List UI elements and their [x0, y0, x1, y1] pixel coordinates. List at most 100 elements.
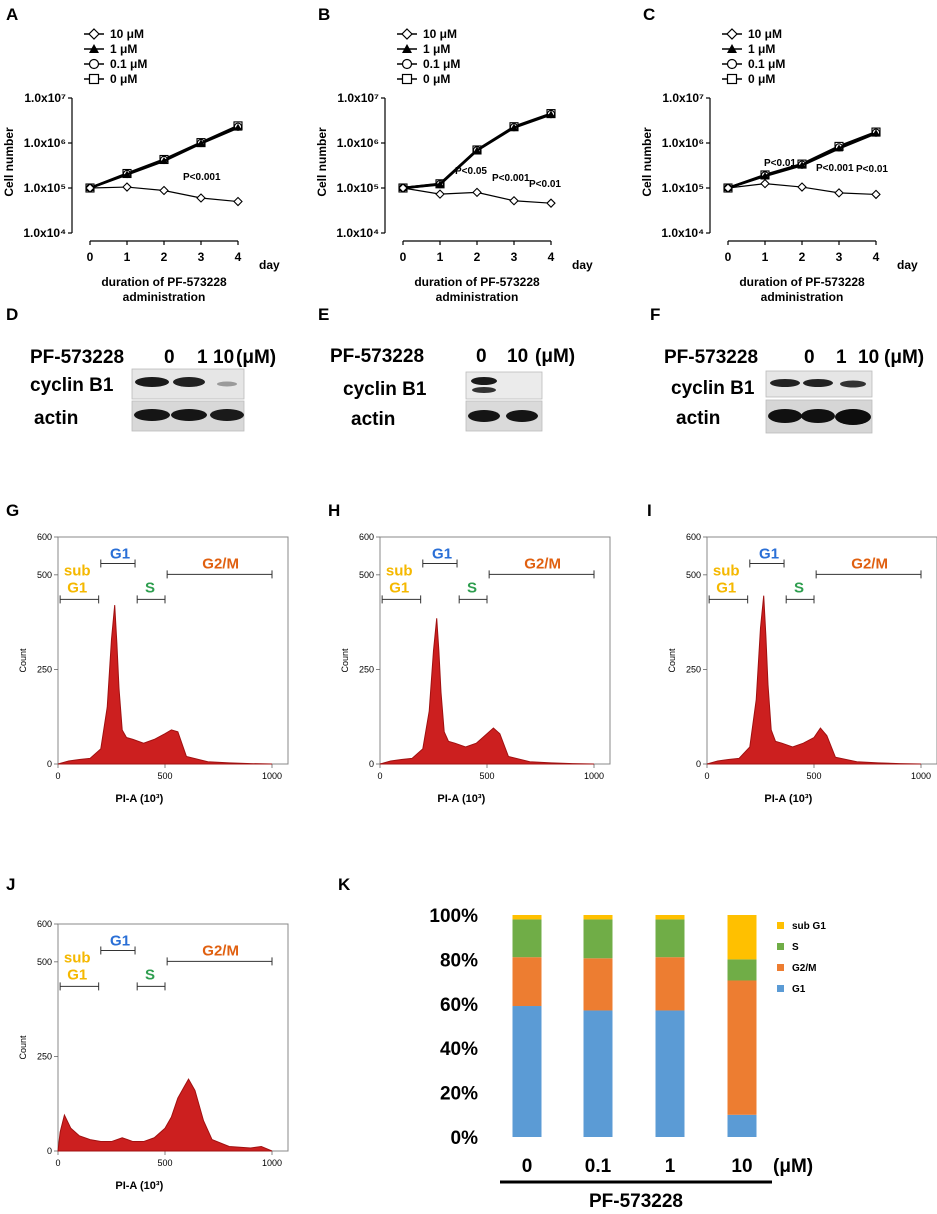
y-tick-label: 1.0x10⁵: [662, 181, 704, 195]
x-tick-label: 0: [725, 250, 732, 264]
x-tick-label: 1000: [911, 771, 931, 781]
p-value-label: P<0.01: [764, 158, 796, 169]
y-tick-label: 1.0x10⁶: [24, 136, 66, 150]
x-tick-label: 0.1: [585, 1156, 612, 1177]
legend-label: 0.1 μM: [423, 57, 460, 71]
legend-label: 0 μM: [423, 72, 450, 86]
legend-marker-circle: [401, 58, 413, 70]
legend-label: 0.1 μM: [748, 57, 785, 71]
panel-label: K: [338, 875, 351, 894]
panel-label: D: [6, 305, 18, 324]
x-tick-label: 0: [55, 1158, 60, 1168]
band: [768, 409, 802, 423]
band: [770, 379, 800, 387]
y-axis-label: Count: [18, 1035, 28, 1060]
data-point: [509, 196, 519, 206]
legend-marker-diamond: [726, 28, 738, 40]
y-tick-label: 1.0x10⁴: [336, 226, 379, 240]
x-tick-label: 500: [157, 1158, 172, 1168]
y-tick-label: 1.0x10⁶: [337, 136, 379, 150]
legend-marker-square: [726, 73, 738, 85]
bar-segment: [655, 919, 685, 958]
y-tick-label: 0%: [451, 1128, 479, 1149]
x-tick-label: 2: [161, 250, 168, 264]
y-tick-label: 1.0x10⁴: [23, 226, 66, 240]
gate-label-sub: sub: [64, 562, 91, 579]
data-point: [872, 129, 880, 137]
x-axis-label: administration: [761, 290, 844, 304]
row-label: actin: [351, 409, 395, 430]
panel-label: C: [643, 5, 655, 24]
y-tick-label: 600: [686, 532, 701, 542]
x-axis-label: PI-A (10³): [437, 793, 485, 805]
gate-label-g1: G1: [110, 932, 130, 949]
data-point: [473, 146, 481, 154]
legend-label: 0 μM: [748, 72, 775, 86]
y-axis-label: Cell number: [315, 127, 329, 197]
gate-label-s: S: [145, 966, 155, 983]
legend-marker-triangle: [89, 44, 99, 53]
legend-swatch: [777, 985, 784, 992]
y-tick-label: 40%: [440, 1039, 478, 1060]
unit-label: (μM): [236, 347, 276, 368]
bar-segment: [583, 1010, 613, 1137]
data-point: [798, 161, 806, 169]
y-tick-label: 0: [369, 759, 374, 769]
y-tick-label: 250: [686, 664, 701, 674]
x-tick-label: 0: [87, 250, 94, 264]
y-tick-label: 250: [37, 1051, 52, 1061]
legend-label: sub G1: [792, 921, 826, 932]
data-point: [398, 183, 408, 193]
band: [135, 377, 169, 387]
histogram-area: [57, 1078, 273, 1152]
legend-label: 1 μM: [110, 42, 137, 56]
x-axis-label: administration: [123, 290, 206, 304]
western-panel-d: D PF-573228 0 1 10 (μM) cyclin B1 actin: [6, 305, 276, 432]
x-tick-label: 3: [198, 250, 205, 264]
data-point: [85, 183, 95, 193]
data-point: [547, 110, 555, 118]
legend-label: 0.1 μM: [110, 57, 147, 71]
drug-label: PF-573228: [330, 346, 424, 367]
x-axis-label: PF-573228: [589, 1191, 683, 1212]
x-tick-label: 2: [474, 250, 481, 264]
band: [472, 387, 496, 393]
x-tick-label: 1000: [262, 771, 282, 781]
x-unit-label: day: [572, 258, 593, 272]
y-tick-label: 80%: [440, 950, 478, 971]
x-tick-label: 2: [799, 250, 806, 264]
y-tick-label: 1.0x10⁷: [662, 91, 704, 105]
data-point: [834, 188, 844, 198]
y-tick-label: 0: [47, 1146, 52, 1156]
p-value-label: P<0.001: [816, 163, 854, 174]
gate-label-s: S: [145, 579, 155, 596]
panel-label: E: [318, 305, 329, 324]
gate-label-g2m: G2/M: [202, 942, 239, 959]
gate-label-sub: sub: [386, 562, 413, 579]
x-axis-label: duration of PF-573228: [414, 275, 540, 289]
legend-label: 1 μM: [423, 42, 450, 56]
y-axis-label: Cell number: [2, 127, 16, 197]
band: [210, 409, 244, 421]
dose-label: 0: [164, 347, 175, 368]
legend-label: G2/M: [792, 963, 816, 974]
p-value-label: P<0.001: [492, 173, 530, 184]
y-tick-label: 1.0x10⁵: [24, 181, 66, 195]
data-point: [871, 189, 881, 200]
gate-label-s: S: [794, 579, 804, 596]
data-point: [761, 171, 769, 179]
x-tick-label: 500: [479, 771, 494, 781]
bar-segment: [727, 980, 757, 1115]
growth-panel-c: C Cell number 1.0x10⁷ 1.0x10⁶ 1.0x10⁵ 1.0x10…: [640, 5, 918, 304]
y-axis-label: Cell number: [640, 127, 654, 197]
data-point: [122, 182, 132, 192]
dose-label: 1: [197, 347, 208, 368]
x-tick-label: 3: [836, 250, 843, 264]
p-value-label: P<0.01: [856, 164, 888, 175]
legend-label: 1 μM: [748, 42, 775, 56]
growth-panel-b: B Cell number 1.0x10⁷ 1.0x10⁶ 1.0x10⁵ 1.0x10…: [315, 5, 593, 304]
legend-marker-square: [401, 73, 413, 85]
p-value-label: P<0.01: [529, 179, 561, 190]
